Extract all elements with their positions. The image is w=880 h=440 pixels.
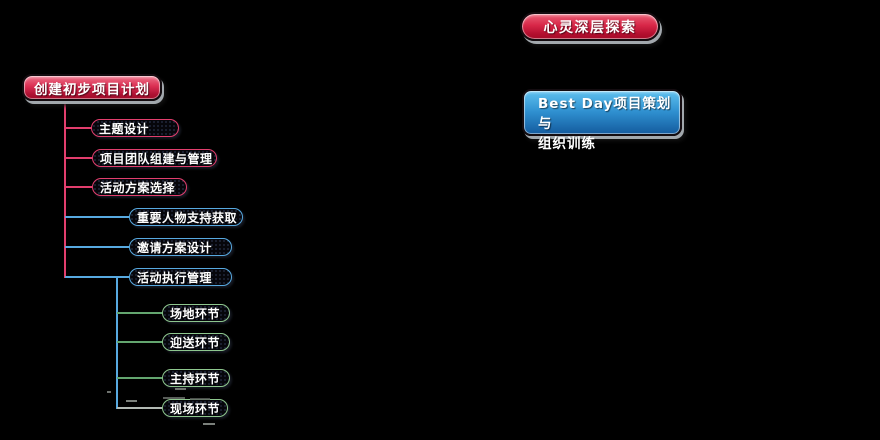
stray-mark (190, 398, 210, 400)
topic-hosting[interactable]: 主持环节 (162, 369, 230, 387)
connector-exec-subtrunk (116, 276, 118, 409)
topic-plan-select[interactable]: 活动方案选择 (92, 178, 187, 196)
topic-exec-manage[interactable]: 活动执行管理 (129, 268, 232, 286)
connector-plan-select (65, 186, 92, 188)
connector-hosting (117, 377, 162, 379)
topic-onsite[interactable]: 现场环节 (162, 399, 228, 417)
topic-theme-design[interactable]: 主题设计 (91, 119, 179, 137)
root-topic[interactable]: 创建初步项目计划 (22, 74, 162, 101)
stray-mark (203, 423, 215, 425)
topic-vip-support[interactable]: 重要人物支持获取 (129, 208, 243, 226)
connector-invite-design (65, 246, 129, 248)
stray-mark (107, 391, 111, 393)
connector-greeting (117, 341, 162, 343)
connector-team-build (65, 157, 92, 159)
topic-team-build[interactable]: 项目团队组建与管理 (92, 149, 217, 167)
floating-topic-soul-exploration[interactable]: 心灵深层探索 (520, 12, 660, 41)
connector-vip-support (65, 216, 129, 218)
topic-greeting[interactable]: 迎送环节 (162, 333, 230, 351)
connector-theme-design (65, 127, 91, 129)
stray-mark (163, 397, 185, 399)
connector-venue (117, 312, 162, 314)
stray-mark (126, 400, 137, 402)
connector-root-trunk (64, 100, 66, 278)
topic-invite-design[interactable]: 邀请方案设计 (129, 238, 232, 256)
connector-exec-manage (65, 276, 129, 278)
floating-topic-best-day[interactable]: Best Day项目策划与 组织训练 (522, 89, 682, 152)
stray-mark (175, 388, 186, 390)
connector-onsite (117, 407, 162, 409)
topic-venue[interactable]: 场地环节 (162, 304, 230, 322)
